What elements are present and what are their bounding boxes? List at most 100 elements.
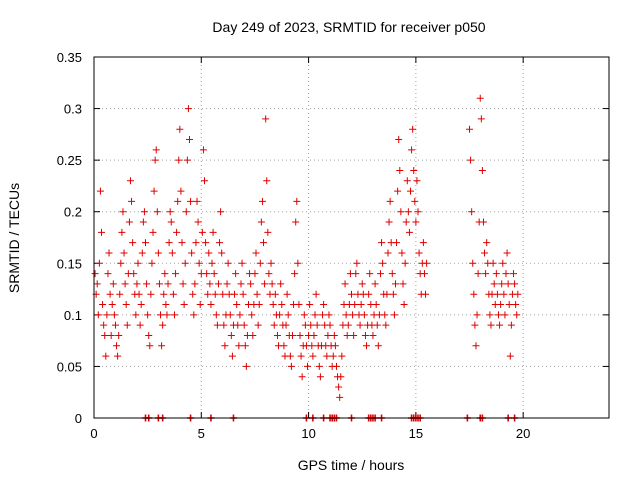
data-point: [179, 280, 187, 288]
y-tick-label: 0.2: [64, 205, 82, 220]
data-point: [298, 373, 306, 381]
data-point: [478, 166, 486, 174]
data-point: [265, 270, 273, 278]
data-point: [264, 228, 272, 236]
data-point: [300, 311, 308, 319]
data-point: [138, 249, 146, 257]
data-point: [117, 259, 125, 267]
x-axis-label: GPS time / hours: [298, 457, 405, 473]
data-point: [191, 280, 199, 288]
data-point: [326, 321, 334, 329]
data-point: [116, 290, 124, 298]
data-point: [193, 197, 201, 205]
data-point: [335, 383, 343, 391]
data-point: [287, 362, 295, 370]
data-point: [107, 331, 115, 339]
data-point: [473, 311, 481, 319]
data-point: [411, 197, 419, 205]
data-point: [201, 177, 209, 185]
data-point: [219, 290, 227, 298]
data-point: [199, 146, 207, 154]
data-point: [182, 208, 190, 216]
data-point: [258, 197, 266, 205]
y-tick-label: 0.3: [64, 102, 82, 117]
data-point: [466, 125, 474, 133]
data-point: [423, 259, 431, 267]
data-point: [178, 239, 186, 247]
data-point: [181, 259, 189, 267]
data-point: [500, 290, 508, 298]
data-point: [486, 311, 494, 319]
data-point: [218, 249, 226, 257]
y-tick-label: 0: [75, 411, 82, 426]
data-point: [260, 239, 268, 247]
data-point: [208, 259, 216, 267]
data-point: [352, 270, 360, 278]
data-point: [263, 177, 271, 185]
data-point: [98, 228, 106, 236]
data-point: [228, 352, 236, 360]
data-point: [188, 249, 196, 257]
data-point: [142, 239, 149, 247]
data-point: [497, 301, 505, 309]
data-point: [223, 280, 231, 288]
data-point: [330, 331, 338, 339]
axis-ticks: [93, 56, 609, 419]
data-point: [369, 331, 377, 339]
data-point: [169, 290, 177, 298]
data-point: [220, 321, 228, 329]
data-point: [205, 249, 213, 257]
data-point: [405, 228, 413, 236]
x-tick-label: 15: [409, 426, 423, 441]
data-point: [388, 270, 396, 278]
data-point: [159, 321, 167, 329]
data-point: [504, 280, 512, 288]
data-point: [114, 352, 122, 360]
data-point: [338, 352, 346, 360]
data-point: [121, 280, 129, 288]
data-point: [349, 311, 357, 319]
data-point: [365, 290, 373, 298]
data-point: [324, 331, 332, 339]
data-point: [221, 342, 229, 350]
data-point: [96, 187, 104, 195]
data-point: [176, 125, 184, 133]
data-point: [376, 270, 384, 278]
data-point: [337, 373, 345, 381]
y-tick-label: 0.1: [64, 308, 82, 323]
data-point: [407, 187, 415, 195]
data-point: [474, 270, 482, 278]
data-point: [395, 136, 403, 144]
data-point: [148, 259, 156, 267]
data-point: [389, 290, 397, 298]
data-point: [249, 331, 257, 339]
data-point: [308, 342, 316, 350]
data-point: [383, 290, 391, 298]
data-point: [195, 259, 203, 267]
data-point: [161, 270, 169, 278]
data-point: [502, 270, 510, 278]
data-point: [297, 352, 305, 360]
y-axis-label: SRMTID / TECUs: [6, 183, 22, 293]
data-point: [514, 290, 522, 298]
data-point: [477, 115, 485, 123]
data-point: [251, 270, 259, 278]
data-point: [100, 321, 108, 329]
data-point: [130, 270, 138, 278]
data-point: [211, 290, 219, 298]
data-point: [143, 280, 151, 288]
data-point: [396, 166, 404, 174]
data-point: [115, 331, 123, 339]
data-point: [160, 290, 168, 298]
data-point: [419, 239, 427, 247]
data-point: [414, 208, 422, 216]
data-point: [94, 311, 102, 319]
data-point: [235, 342, 243, 350]
data-point: [157, 311, 165, 319]
data-point: [323, 352, 331, 360]
data-point: [476, 94, 484, 102]
data-point: [241, 342, 249, 350]
data-point: [507, 321, 515, 329]
data-point: [190, 311, 198, 319]
